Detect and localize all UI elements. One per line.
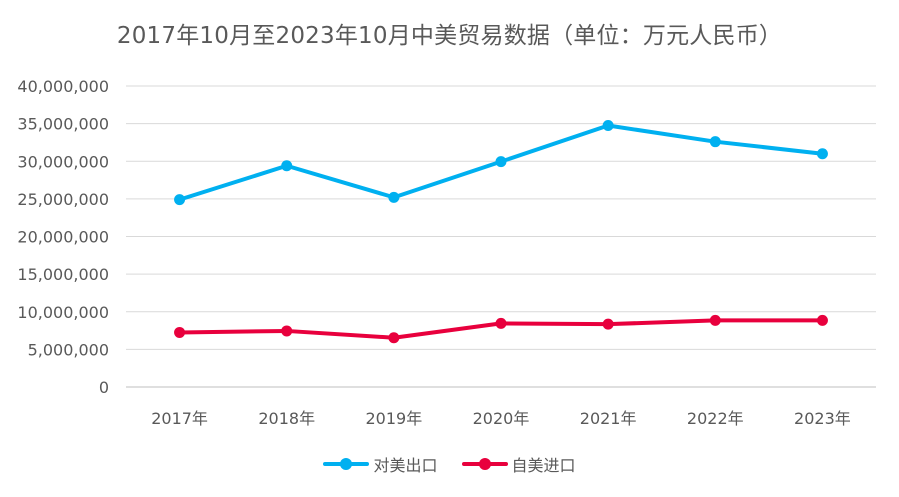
data-point [388, 191, 400, 203]
y-tick-label: 15,000,000 [17, 265, 109, 284]
legend-dot [340, 458, 353, 470]
x-tick-label: 2019年 [365, 409, 422, 428]
data-point [709, 314, 721, 326]
data-point [281, 160, 293, 172]
data-point [495, 317, 507, 329]
data-point [816, 148, 828, 160]
legend-swatch [461, 458, 508, 470]
legend-label: 自美进口 [511, 456, 576, 475]
x-tick-label: 2017年 [151, 409, 208, 428]
legend-dot [478, 458, 491, 470]
legend-swatch [323, 458, 370, 470]
x-tick-label: 2023年 [794, 409, 851, 428]
x-tick-label: 2022年 [687, 409, 744, 428]
data-point [816, 314, 828, 326]
chart-title: 2017年10月至2023年10月中美贸易数据（单位：万元人民币） [116, 23, 783, 49]
chart-legend: 对美出口 自美进口 [0, 452, 899, 476]
data-point [709, 136, 721, 148]
y-tick-label: 0 [99, 378, 109, 397]
data-point [174, 194, 186, 206]
y-tick-label: 40,000,000 [17, 77, 109, 96]
legend-label: 对美出口 [373, 456, 438, 475]
y-tick-label: 20,000,000 [17, 228, 109, 247]
y-tick-label: 30,000,000 [17, 152, 109, 171]
data-point [388, 332, 400, 344]
legend-item: 自美进口 [461, 452, 576, 476]
x-tick-label: 2018年 [258, 409, 315, 428]
y-tick-label: 10,000,000 [17, 303, 109, 322]
data-point [602, 120, 614, 132]
data-point [602, 318, 614, 330]
y-tick-label: 35,000,000 [17, 115, 109, 134]
data-point [495, 156, 507, 168]
x-tick-label: 2021年 [580, 409, 637, 428]
y-tick-label: 25,000,000 [17, 190, 109, 209]
x-tick-label: 2020年 [473, 409, 530, 428]
y-tick-label: 5,000,000 [28, 340, 109, 359]
data-point [281, 325, 293, 337]
data-point [174, 326, 186, 338]
legend-item: 对美出口 [323, 452, 438, 476]
